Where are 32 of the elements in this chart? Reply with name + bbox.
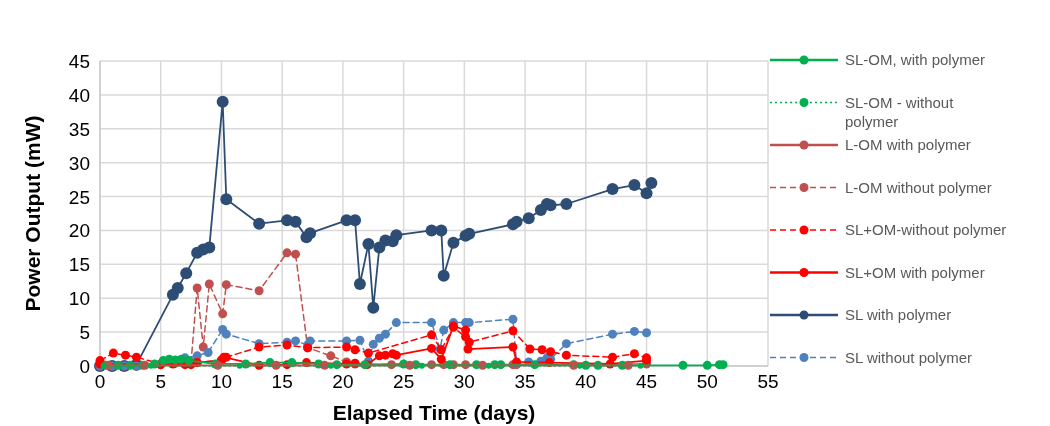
- x-tick-label: 50: [696, 371, 718, 392]
- y-tick-label: 15: [68, 254, 90, 276]
- x-tick-label: 30: [453, 371, 475, 392]
- x-tick-label: 40: [575, 371, 597, 392]
- legend-label: L-OM without polymer: [845, 178, 992, 196]
- y-tick-label: 25: [68, 186, 90, 208]
- x-tick-label: 55: [757, 371, 779, 392]
- y-tick-label: 40: [68, 84, 90, 106]
- legend-label: SL without polymer: [845, 348, 973, 366]
- y-tick-label: 35: [68, 118, 90, 140]
- x-tick-label: 15: [271, 371, 293, 392]
- x-tick-label: 45: [635, 371, 658, 392]
- y-tick-label: 5: [79, 322, 90, 344]
- y-tick-label: 30: [68, 152, 90, 174]
- x-tick-label: 10: [210, 371, 233, 392]
- y-tick-label: 10: [68, 288, 90, 310]
- x-tick-label: 0: [94, 371, 106, 392]
- x-tick-label: 35: [514, 371, 536, 392]
- legend-label: SL-OM - without polymer: [845, 93, 955, 130]
- x-tick-label: 20: [332, 371, 354, 392]
- x-tick-label: 25: [393, 371, 415, 392]
- x-tick-label: 5: [155, 371, 167, 392]
- y-axis-title: Power Output (mW): [21, 115, 44, 312]
- x-axis-title: Elapsed Time (days): [332, 401, 536, 424]
- legend-label: L-OM with polymer: [845, 136, 971, 153]
- y-tick-label: 45: [68, 51, 90, 72]
- legend-label: SL-OM, with polymer: [845, 51, 986, 68]
- y-tick-label: 0: [79, 356, 90, 377]
- legend-label: SL with polymer: [845, 306, 952, 323]
- y-tick-label: 20: [68, 220, 90, 242]
- legend-label: SL+OM-without polymer: [845, 221, 1007, 238]
- legend-label: SL+OM with polymer: [845, 263, 985, 281]
